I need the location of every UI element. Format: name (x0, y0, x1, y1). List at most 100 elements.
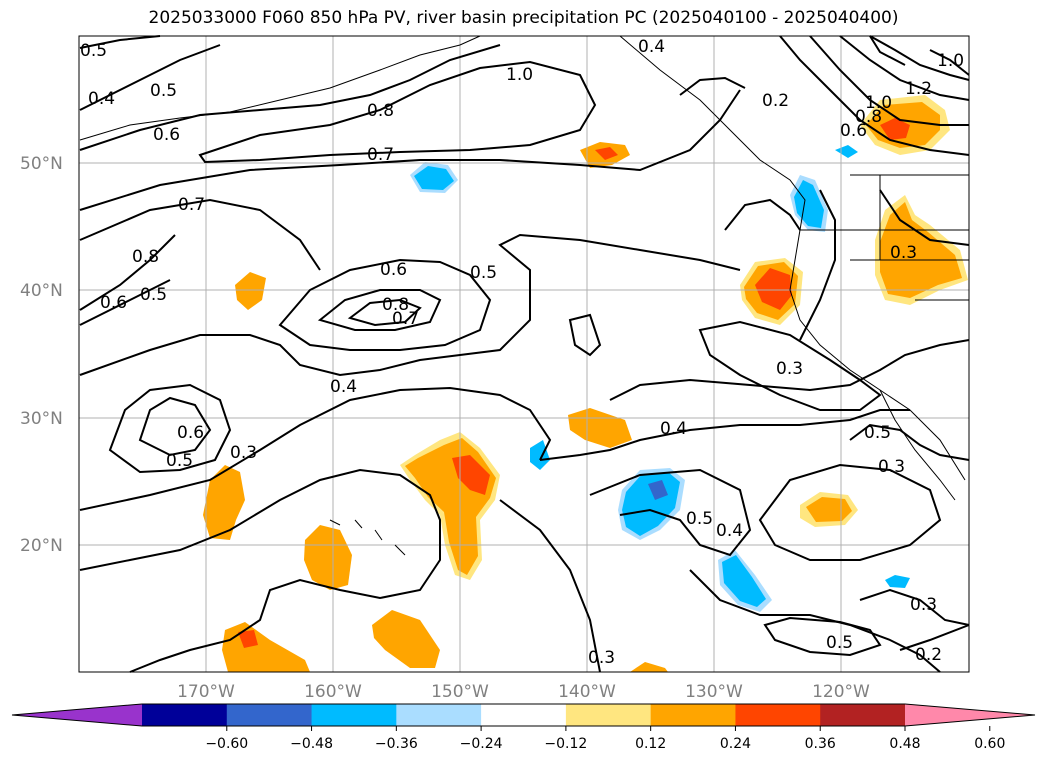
lon-label-150w: 150°W (431, 682, 489, 702)
precip-shading (203, 95, 968, 672)
colorbar-segment (650, 704, 736, 726)
pv-contour (79, 44, 221, 111)
contour-label: 0.7 (392, 309, 419, 329)
pv-contour (839, 35, 970, 101)
colorbar-segment (142, 704, 228, 726)
lat-label-40n: 40°N (20, 281, 63, 301)
contour-label: 0.3 (890, 243, 917, 263)
pv-contour (859, 588, 970, 626)
colorbar-tick-label: 0.24 (720, 736, 751, 752)
pv-contour (539, 409, 910, 461)
colorbar-outline (11, 703, 1036, 727)
contour-label: 0.6 (100, 293, 127, 313)
contour-label: 0.5 (166, 451, 193, 471)
contour-label: 1.0 (937, 51, 964, 71)
pv-contour (879, 189, 970, 246)
coastline-us-west (789, 229, 966, 481)
contour-label: 0.5 (470, 263, 497, 283)
precip-area-positive (880, 118, 910, 140)
colorbar-tick-label: −0.12 (544, 736, 587, 752)
graticule (79, 36, 969, 672)
contour-label: 0.6 (380, 260, 407, 280)
pv-contour (689, 569, 941, 673)
contour-label: 0.6 (153, 125, 180, 145)
colorbar-ticks: −0.60 −0.48 −0.36 −0.24 −0.12 0.12 0.24 0.36 0.4… (205, 726, 1005, 752)
map-title: 2025033000 F060 850 hPa PV, river basin … (148, 8, 899, 28)
precip-area-negative (885, 575, 910, 588)
precip-area-positive (235, 272, 266, 310)
contour-label: 0.3 (878, 457, 905, 477)
contour-label: 0.8 (367, 101, 394, 121)
contour-label: 1.0 (506, 65, 533, 85)
colorbar-segment (481, 704, 567, 726)
coastline (79, 35, 969, 556)
contour-label: 0.4 (638, 37, 665, 57)
contour-label: 0.6 (177, 423, 204, 443)
pv-contour (79, 468, 441, 673)
pv-contour (849, 423, 970, 461)
pv-contour (79, 386, 552, 511)
pv-contour (799, 189, 836, 341)
hawaii-islands (329, 519, 406, 556)
lon-label-170w: 170°W (177, 682, 235, 702)
pv-contour (79, 44, 501, 151)
colorbar-tick-label: −0.48 (290, 736, 333, 752)
lon-label-120w: 120°W (812, 682, 870, 702)
precip-area-negative (622, 472, 680, 536)
contour-label: 0.3 (230, 443, 257, 463)
contour-label: 0.4 (330, 377, 357, 397)
colorbar-segment (735, 704, 821, 726)
pv-contour (589, 468, 752, 557)
precip-area-negative (722, 555, 766, 607)
contour-label: 1.0 (865, 93, 892, 113)
pv-contour (929, 49, 970, 76)
pv-contour (79, 279, 171, 326)
state-borders (800, 174, 969, 301)
contour-label: 0.6 (840, 121, 867, 141)
lon-label-160w: 160°W (304, 682, 362, 702)
contour-label: 0.5 (826, 633, 853, 653)
precip-area-positive (630, 662, 668, 672)
pv-contour (568, 313, 602, 357)
precip-area-positive (755, 268, 792, 310)
coastline-bc (619, 35, 806, 231)
contour-label: 0.2 (762, 91, 789, 111)
precip-area-negative (414, 166, 454, 190)
precip-area-negative (648, 480, 668, 500)
pv-contour (79, 35, 161, 49)
pv-contour (278, 258, 492, 351)
pv-contours (79, 35, 970, 673)
contour-label: 0.5 (686, 509, 713, 529)
colorbar-segment (820, 704, 906, 726)
contour-label: 0.3 (776, 359, 803, 379)
pv-contour (679, 76, 746, 96)
precip-area-positive (203, 465, 245, 540)
pv-contour (609, 339, 970, 401)
contour-label: 0.5 (140, 285, 167, 305)
contour-label: 0.7 (178, 195, 205, 215)
pv-contour (763, 616, 882, 657)
colorbar-segments (11, 703, 1036, 727)
pv-contour (79, 234, 176, 311)
colorbar-segment (226, 704, 313, 726)
longitude-labels: 170°W 160°W 150°W 140°W 130°W 120°W (177, 682, 870, 702)
lon-label-130w: 130°W (685, 682, 743, 702)
colorbar-tick-label: −0.60 (205, 736, 248, 752)
colorbar-extend-low (12, 704, 142, 726)
contour-label: 0.5 (80, 41, 107, 61)
precip-area-negative (530, 440, 550, 470)
pv-contour (79, 233, 741, 377)
pv-contour (499, 499, 601, 673)
map-frame (78, 35, 970, 673)
contour-labels: 0.5 0.4 0.5 0.6 0.8 1.0 0.7 0.7 0.8 0.6 … (80, 37, 964, 668)
precip-area-positive (880, 202, 962, 298)
pv-contour (899, 624, 970, 651)
contour-label: 0.8 (132, 247, 159, 267)
contour-label: 0.7 (367, 145, 394, 165)
latitude-labels: 20°N 30°N 40°N 50°N (20, 154, 63, 556)
contour-label: 0.2 (915, 645, 942, 665)
lat-label-30n: 30°N (20, 409, 63, 429)
pv-contour (347, 298, 422, 327)
colorbar: −0.60 −0.48 −0.36 −0.24 −0.12 0.12 0.24 0.36 0.4… (11, 703, 1036, 752)
